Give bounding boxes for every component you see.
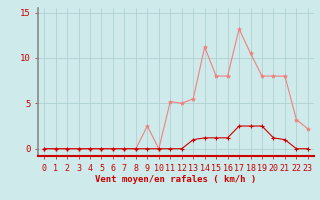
X-axis label: Vent moyen/en rafales ( km/h ): Vent moyen/en rafales ( km/h ) — [95, 175, 257, 184]
